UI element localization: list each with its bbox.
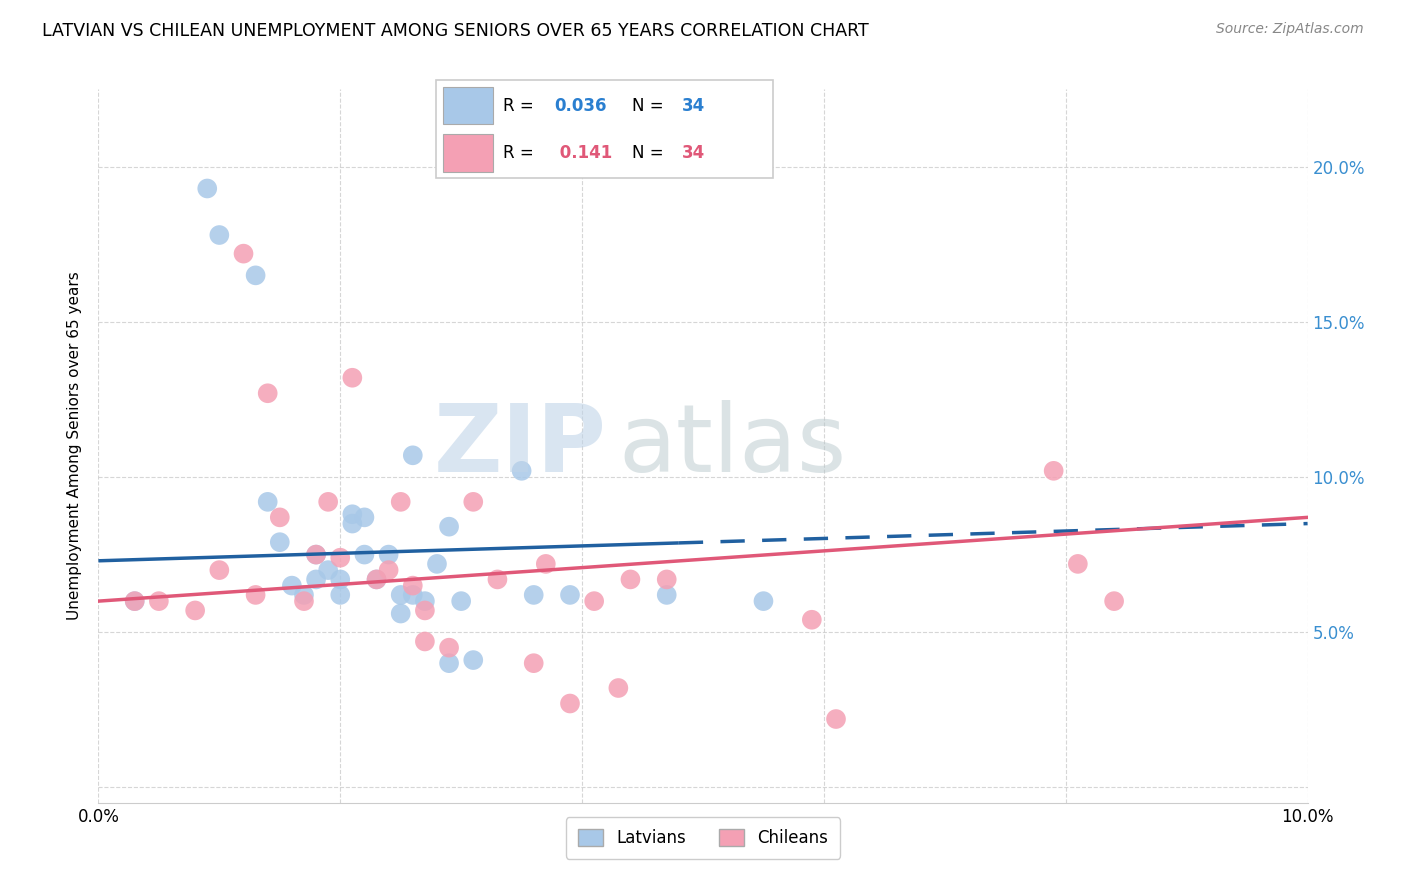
Point (523, 656, 546, 670)
Point (281, 579, 304, 593)
FancyBboxPatch shape (443, 134, 494, 171)
Text: ZIP: ZIP (433, 400, 606, 492)
FancyBboxPatch shape (436, 80, 773, 178)
Point (510, 464, 533, 478)
Point (402, 579, 425, 593)
Point (256, 386, 278, 401)
Point (124, 594, 146, 608)
Point (655, 573, 678, 587)
Point (292, 588, 315, 602)
Point (184, 603, 207, 617)
Point (389, 588, 412, 602)
Text: N =: N = (631, 97, 668, 115)
Text: R =: R = (503, 97, 540, 115)
Point (1102, 594, 1125, 608)
Point (353, 510, 375, 524)
Point (437, 656, 460, 670)
Point (256, 495, 278, 509)
Point (124, 594, 146, 608)
Point (329, 573, 352, 587)
Point (366, 573, 388, 587)
Point (305, 573, 328, 587)
Point (413, 603, 436, 617)
Point (316, 563, 339, 577)
Legend: Latvians, Chileans: Latvians, Chileans (567, 817, 839, 859)
Point (437, 519, 460, 533)
Point (342, 508, 364, 522)
Point (534, 557, 557, 571)
Point (232, 246, 254, 260)
Point (800, 613, 823, 627)
Point (463, 495, 485, 509)
Point (450, 594, 472, 608)
Point (245, 588, 267, 602)
Text: N =: N = (631, 144, 668, 161)
Point (329, 550, 352, 565)
Point (269, 510, 291, 524)
Point (426, 557, 449, 571)
Point (413, 594, 436, 608)
Point (208, 227, 231, 242)
Point (1067, 557, 1090, 571)
Point (305, 548, 328, 562)
Point (305, 548, 328, 562)
Text: 34: 34 (682, 144, 706, 161)
Point (607, 681, 630, 695)
Point (583, 594, 606, 608)
Text: Source: ZipAtlas.com: Source: ZipAtlas.com (1216, 22, 1364, 37)
Point (619, 573, 641, 587)
Text: LATVIAN VS CHILEAN UNEMPLOYMENT AMONG SENIORS OVER 65 YEARS CORRELATION CHART: LATVIAN VS CHILEAN UNEMPLOYMENT AMONG SE… (42, 22, 869, 40)
Point (752, 594, 775, 608)
Point (558, 697, 581, 711)
Point (389, 607, 412, 621)
Text: 0.141: 0.141 (554, 144, 612, 161)
FancyBboxPatch shape (443, 87, 494, 124)
Point (377, 548, 399, 562)
Point (342, 370, 364, 384)
Point (195, 181, 218, 195)
Point (402, 588, 425, 602)
Point (558, 588, 581, 602)
Point (413, 634, 436, 648)
Point (1042, 464, 1064, 478)
Point (353, 548, 375, 562)
Point (377, 563, 399, 577)
Point (523, 588, 546, 602)
Text: 0.036: 0.036 (554, 97, 606, 115)
Y-axis label: Unemployment Among Seniors over 65 years: Unemployment Among Seniors over 65 years (67, 272, 83, 620)
Point (208, 563, 231, 577)
Point (825, 712, 848, 726)
Point (269, 535, 291, 549)
Point (655, 588, 678, 602)
Point (437, 640, 460, 655)
Point (463, 653, 485, 667)
Point (245, 268, 267, 283)
Point (292, 594, 315, 608)
Point (486, 573, 509, 587)
Point (316, 495, 339, 509)
Point (342, 516, 364, 531)
Point (389, 495, 412, 509)
Point (148, 594, 170, 608)
Text: atlas: atlas (619, 400, 846, 492)
Point (366, 573, 388, 587)
Text: R =: R = (503, 144, 540, 161)
Point (329, 588, 352, 602)
Text: 34: 34 (682, 97, 706, 115)
Point (402, 448, 425, 462)
